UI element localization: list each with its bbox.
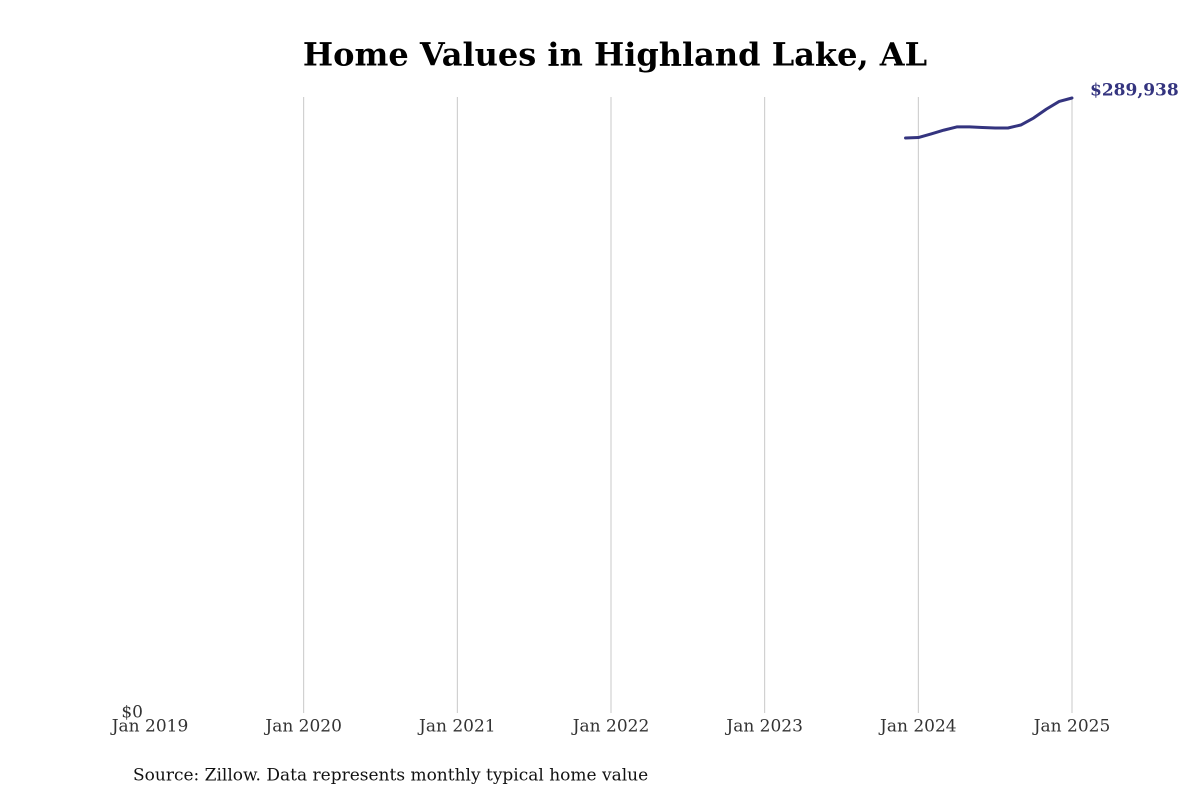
x-tick-label: Jan 2025 [1032, 717, 1111, 737]
y-tick-label: $0 [121, 703, 143, 723]
value-label: $289,938 [1090, 81, 1179, 101]
x-tick-label: Jan 2021 [417, 717, 496, 737]
x-tick-label: Jan 2019 [110, 717, 189, 737]
series-line [904, 96, 1074, 140]
x-tick-label: Jan 2023 [724, 717, 803, 737]
source-note: Source: Zillow. Data represents monthly … [133, 766, 648, 786]
x-tick-label: Jan 2022 [571, 717, 650, 737]
x-tick-label: Jan 2024 [878, 717, 957, 737]
x-tick-label: Jan 2020 [263, 717, 342, 737]
chart-title: Home Values in Highland Lake, AL [303, 36, 927, 74]
